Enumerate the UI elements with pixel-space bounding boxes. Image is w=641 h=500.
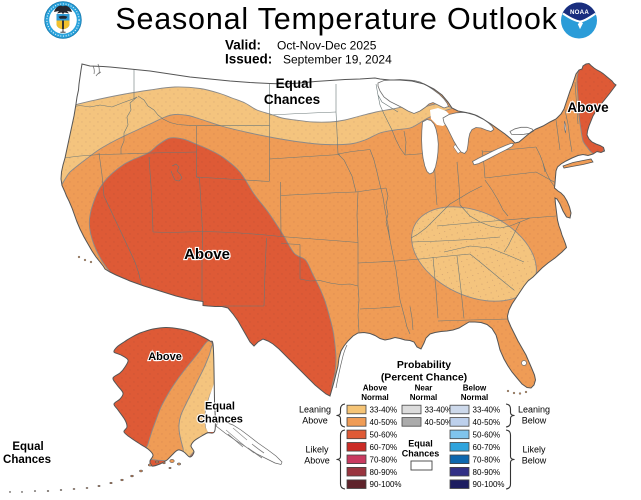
svg-text:Normal: Normal [410,393,438,402]
svg-text:70-80%: 70-80% [370,455,398,464]
svg-text:Above: Above [148,351,182,363]
svg-text:Normal: Normal [361,393,389,402]
svg-text:Equal: Equal [408,439,433,449]
svg-text:50-60%: 50-60% [473,430,501,439]
svg-text:90-100%: 90-100% [370,480,402,489]
svg-text:Below: Below [463,384,487,393]
svg-text:Valid:: Valid: [225,38,261,53]
svg-text:Leaning: Leaning [299,405,331,415]
svg-text:Chances: Chances [197,414,243,426]
svg-text:Likely: Likely [305,445,329,455]
svg-text:60-70%: 60-70% [370,443,398,452]
svg-text:Above: Above [184,246,230,263]
svg-text:Above: Above [567,100,609,115]
svg-text:Issued:: Issued: [225,52,272,67]
svg-text:Leaning: Leaning [518,405,550,415]
svg-text:Seasonal Temperature Outlook: Seasonal Temperature Outlook [115,2,557,36]
svg-text:Chances: Chances [264,92,320,107]
svg-text:Below: Below [522,456,547,466]
svg-text:Above: Above [304,456,330,466]
svg-text:33-40%: 33-40% [425,406,453,415]
svg-text:80-90%: 80-90% [473,468,501,477]
svg-text:33-40%: 33-40% [473,406,501,415]
svg-text:60-70%: 60-70% [473,443,501,452]
svg-text:90-100%: 90-100% [473,480,505,489]
svg-text:Below: Below [522,416,547,426]
svg-text:(Percent Chance): (Percent Chance) [381,372,467,384]
svg-text:Probability: Probability [397,359,451,371]
svg-text:40-50%: 40-50% [473,418,501,427]
svg-text:Equal: Equal [276,76,313,91]
svg-text:50-60%: 50-60% [370,430,398,439]
svg-text:40-50%: 40-50% [370,418,398,427]
svg-text:40-50%: 40-50% [425,418,453,427]
svg-text:70-80%: 70-80% [473,455,501,464]
svg-text:Oct-Nov-Dec 2025: Oct-Nov-Dec 2025 [277,39,377,53]
svg-text:Near: Near [415,384,433,393]
svg-text:Chances: Chances [402,449,440,459]
svg-text:Normal: Normal [461,393,489,402]
svg-text:September 19, 2024: September 19, 2024 [283,53,392,67]
svg-text:Chances: Chances [3,454,51,466]
svg-text:80-90%: 80-90% [370,468,398,477]
svg-text:NOAA: NOAA [570,9,589,16]
svg-text:33-40%: 33-40% [370,406,398,415]
svg-text:Equal: Equal [12,441,43,453]
svg-text:Above: Above [302,416,328,426]
svg-text:Likely: Likely [522,445,546,455]
svg-text:Equal: Equal [205,401,235,413]
svg-text:Above: Above [363,384,388,393]
